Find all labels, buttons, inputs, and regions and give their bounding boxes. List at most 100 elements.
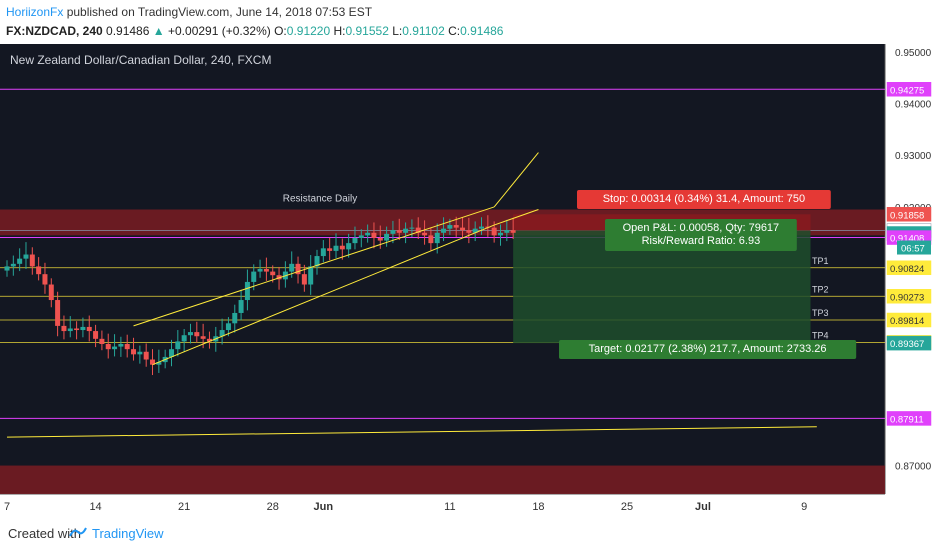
candle-body [251, 271, 257, 282]
time-tick-label: 28 [267, 501, 279, 513]
last-price: 0.91486 [106, 24, 150, 38]
candle-body [105, 344, 111, 350]
price-badge-bg [886, 207, 932, 222]
stop-label[interactable]: Stop: 0.00314 (0.34%) 31.4, Amount: 750 [577, 190, 831, 209]
time-tick-label: 9 [801, 501, 807, 513]
candle-body [295, 263, 301, 275]
time-axis-panel [0, 494, 932, 514]
chart-canvas[interactable]: New Zealand Dollar/Canadian Dollar, 240,… [0, 44, 932, 514]
candle-body [270, 271, 276, 276]
tradingview-logo-icon[interactable] [68, 524, 88, 540]
open-value: 0.91220 [286, 24, 331, 38]
target-label-bg [559, 340, 857, 359]
price-tick-label: 0.94000 [895, 99, 932, 110]
open-pnl-label-text: Open P&L: 0.00058, Qty: 79617 [623, 222, 780, 234]
target-label[interactable]: Target: 0.02177 (2.38%) 217.7, Amount: 2… [559, 340, 857, 359]
time-tick-label: 18 [532, 501, 544, 513]
price-badge-text: 0.94275 [890, 85, 924, 96]
publication-line: HoriizonFx published on TradingView.com,… [6, 5, 372, 19]
footer: Created with TradingView [0, 514, 932, 550]
price-badge-bg [886, 335, 932, 351]
quote-line: FX:NZDCAD, 240 0.91486 ▲ +0.00291 (+0.32… [6, 24, 503, 38]
low-value: 0.91102 [402, 24, 445, 38]
candle-body [403, 228, 409, 233]
open-pnl-label[interactable]: Open P&L: 0.00058, Qty: 79617Risk/Reward… [605, 219, 797, 251]
candle-body [346, 243, 352, 250]
candle-body [86, 326, 92, 332]
candle-body [206, 338, 212, 342]
candle-body [497, 232, 503, 236]
candle-body [453, 225, 459, 228]
target-label-text: Target: 0.02177 (2.38%) 217.7, Amount: 2… [589, 343, 827, 355]
price-badge-text: 0.90273 [890, 292, 924, 303]
candle-body [74, 328, 80, 331]
channel-upper-line[interactable] [133, 206, 495, 327]
channel-lower-line[interactable] [152, 224, 495, 366]
time-tick-label: 14 [89, 501, 101, 513]
candle-body [99, 338, 105, 344]
stop-label-text: Stop: 0.00314 (0.34%) 31.4, Amount: 750 [603, 193, 805, 205]
tradingview-brand-link[interactable]: TradingView [92, 526, 164, 541]
channel-lower-extension[interactable] [493, 209, 539, 226]
tp-label: TP1 [812, 256, 829, 266]
channel-upper-extension[interactable] [493, 152, 539, 208]
time-tick-label: 7 [4, 501, 10, 513]
time-tick-label: Jun [314, 501, 334, 513]
candle-body [10, 263, 16, 267]
open-pnl-label-bg [605, 219, 797, 251]
time-tick-label: 21 [178, 501, 190, 513]
price-badge-bg [886, 260, 932, 276]
high-label: H: [333, 24, 346, 38]
time-tick-label: 25 [621, 501, 633, 513]
countdown-text: 06:57 [901, 244, 925, 255]
candle-body [289, 263, 295, 272]
candle-body [479, 226, 485, 229]
created-with-text: Created with [8, 526, 81, 541]
zone-label: Resistance Daily [283, 194, 357, 205]
candle-body [36, 266, 42, 275]
candle-body [415, 227, 421, 233]
candle-body [339, 245, 345, 250]
price-level-badge: 0.87911 [886, 411, 932, 426]
candle-body [365, 232, 371, 236]
candle-body [447, 225, 453, 229]
candle-body [257, 269, 263, 272]
support-zone [0, 465, 885, 494]
candle-body [422, 232, 428, 236]
author-link[interactable]: HoriizonFx [6, 5, 64, 19]
candle-body [510, 230, 516, 233]
price-level-badge: 0.94275 [886, 82, 932, 97]
candle-body [187, 332, 193, 336]
candle-body [131, 349, 137, 355]
candle-body [67, 328, 73, 332]
time-tick-label: 11 [444, 501, 455, 513]
candle-body [491, 227, 497, 236]
countdown-badge: 06:57 [897, 240, 931, 255]
price-badge-bg [886, 82, 932, 97]
candle-body [327, 248, 333, 251]
time-tick-label: Jul [695, 501, 711, 513]
candle-body [358, 235, 364, 238]
publication-header: HoriizonFx published on TradingView.com,… [0, 0, 932, 44]
long-trendline[interactable] [6, 426, 817, 438]
open-label: O: [274, 24, 287, 38]
open-pnl-label-text: Risk/Reward Ratio: 6.93 [642, 235, 761, 247]
stop-label-bg [577, 190, 831, 209]
candle-body [93, 331, 99, 339]
candle-body [441, 228, 447, 233]
candle-body [124, 344, 130, 350]
candle-body [314, 256, 320, 267]
price-level-badge: 0.91858 [886, 207, 932, 222]
high-value: 0.91552 [345, 24, 389, 38]
candle-body [320, 248, 326, 257]
price-chart[interactable]: New Zealand Dollar/Canadian Dollar, 240,… [0, 44, 932, 514]
price-badge-text: 0.91408 [890, 234, 924, 245]
candle-body [377, 237, 383, 241]
price-tick-label: 0.95000 [895, 48, 932, 59]
candle-body [23, 254, 29, 259]
candle-body [263, 269, 269, 272]
price-badge-bg [886, 289, 932, 304]
candle-body [143, 351, 149, 360]
price-badge-text: 0.87911 [890, 414, 924, 425]
candle-body [384, 233, 390, 241]
